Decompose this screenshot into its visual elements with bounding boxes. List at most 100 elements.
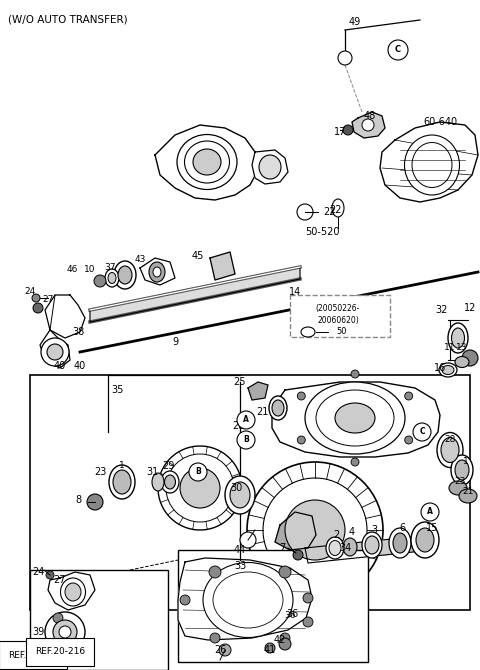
Ellipse shape <box>105 269 119 287</box>
Circle shape <box>210 633 220 643</box>
Text: 23: 23 <box>94 467 106 477</box>
Circle shape <box>421 503 439 521</box>
Text: 33: 33 <box>234 561 246 571</box>
Circle shape <box>285 500 345 560</box>
Circle shape <box>297 392 305 400</box>
Text: 28: 28 <box>232 421 244 431</box>
Text: 13: 13 <box>456 344 468 352</box>
Text: REF.20-216: REF.20-216 <box>35 647 85 657</box>
Text: 60-640: 60-640 <box>423 117 457 127</box>
Text: 11: 11 <box>444 344 456 352</box>
Ellipse shape <box>437 433 463 468</box>
Ellipse shape <box>412 143 452 188</box>
Text: 42: 42 <box>274 635 286 645</box>
Text: 12: 12 <box>464 303 476 313</box>
Circle shape <box>240 532 256 548</box>
Bar <box>178 550 368 662</box>
Polygon shape <box>48 572 95 610</box>
Circle shape <box>219 644 231 656</box>
Circle shape <box>388 40 408 60</box>
Polygon shape <box>140 258 175 285</box>
Text: 10: 10 <box>84 265 96 275</box>
Circle shape <box>180 468 220 508</box>
Text: 41: 41 <box>264 645 276 655</box>
Text: (W/O AUTO TRANSFER): (W/O AUTO TRANSFER) <box>8 14 128 24</box>
Circle shape <box>362 119 374 131</box>
Ellipse shape <box>305 382 405 454</box>
Ellipse shape <box>449 481 467 495</box>
Ellipse shape <box>60 578 85 606</box>
Circle shape <box>279 566 291 578</box>
Circle shape <box>33 303 43 313</box>
Text: 30: 30 <box>230 483 242 493</box>
Text: 2: 2 <box>333 530 339 540</box>
Text: 40: 40 <box>74 361 86 371</box>
Ellipse shape <box>362 532 382 558</box>
Text: 28: 28 <box>444 436 456 444</box>
Text: 6: 6 <box>399 523 405 533</box>
Text: 1: 1 <box>119 462 125 470</box>
Polygon shape <box>248 382 268 400</box>
Polygon shape <box>380 122 478 202</box>
Circle shape <box>32 294 40 302</box>
Text: 15: 15 <box>426 523 438 533</box>
Polygon shape <box>305 535 432 563</box>
Ellipse shape <box>230 482 250 508</box>
Ellipse shape <box>213 572 283 628</box>
Ellipse shape <box>301 327 315 337</box>
Ellipse shape <box>161 471 179 493</box>
Text: 32: 32 <box>436 305 448 315</box>
Circle shape <box>59 626 71 638</box>
Text: 35: 35 <box>112 385 124 395</box>
Text: 38: 38 <box>72 327 84 337</box>
Text: 27: 27 <box>54 575 66 585</box>
Polygon shape <box>45 295 85 338</box>
Polygon shape <box>272 382 440 457</box>
Ellipse shape <box>332 199 344 217</box>
Circle shape <box>351 370 359 378</box>
Text: 49: 49 <box>349 17 361 27</box>
Circle shape <box>237 411 255 429</box>
Circle shape <box>47 344 63 360</box>
Text: 21: 21 <box>462 488 474 496</box>
Text: 21: 21 <box>256 407 268 417</box>
Circle shape <box>237 431 255 449</box>
Ellipse shape <box>108 273 116 283</box>
Text: 50-520: 50-520 <box>305 227 339 237</box>
Polygon shape <box>210 252 235 280</box>
Ellipse shape <box>329 541 341 555</box>
Circle shape <box>87 494 103 510</box>
Circle shape <box>263 478 367 582</box>
Bar <box>290 295 390 337</box>
Circle shape <box>265 643 275 653</box>
Text: 8: 8 <box>75 495 81 505</box>
Text: 39: 39 <box>32 627 44 637</box>
Text: 17: 17 <box>334 127 346 137</box>
Ellipse shape <box>269 396 287 420</box>
Ellipse shape <box>326 537 344 559</box>
Ellipse shape <box>109 465 135 499</box>
Ellipse shape <box>439 363 457 377</box>
Polygon shape <box>352 112 385 138</box>
Circle shape <box>303 617 313 627</box>
Text: 24: 24 <box>24 287 36 297</box>
Circle shape <box>303 593 313 603</box>
Bar <box>30 570 168 670</box>
Text: 27: 27 <box>42 295 54 304</box>
Polygon shape <box>155 125 258 200</box>
Circle shape <box>351 458 359 466</box>
Ellipse shape <box>343 538 357 556</box>
Ellipse shape <box>225 476 255 514</box>
Ellipse shape <box>455 460 469 480</box>
Polygon shape <box>275 512 316 550</box>
Ellipse shape <box>335 403 375 433</box>
Ellipse shape <box>165 475 176 489</box>
Ellipse shape <box>455 356 469 368</box>
Circle shape <box>293 550 303 560</box>
Text: 25: 25 <box>234 377 246 387</box>
Circle shape <box>41 338 69 366</box>
Ellipse shape <box>393 533 407 553</box>
Ellipse shape <box>389 528 411 558</box>
Circle shape <box>189 463 207 481</box>
Ellipse shape <box>441 438 459 462</box>
